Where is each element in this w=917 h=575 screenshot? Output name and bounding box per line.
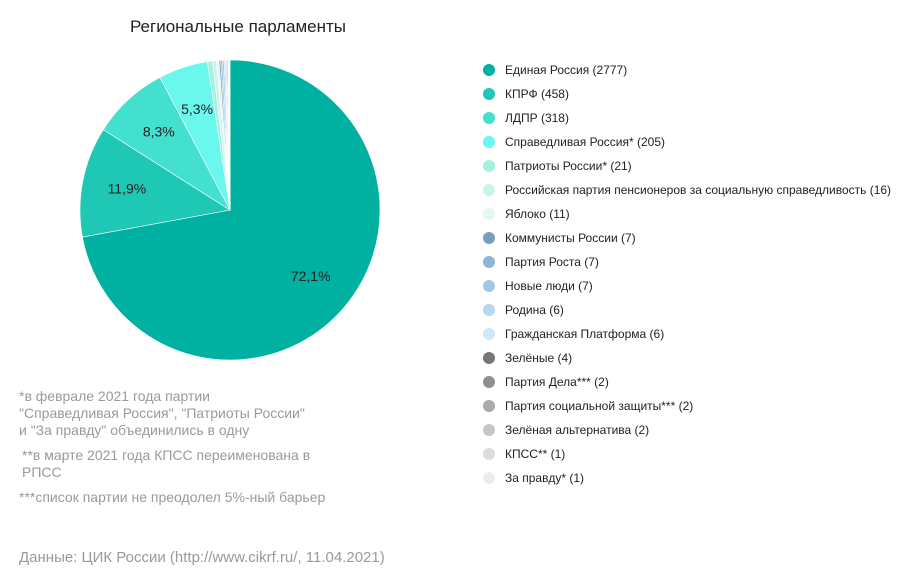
legend-swatch-10 <box>483 304 495 316</box>
legend-swatch-15 <box>483 424 495 436</box>
legend-item-15: Зелёная альтернатива (2) <box>483 418 891 442</box>
legend-swatch-11 <box>483 328 495 340</box>
legend-label-4: Патриоты России* (21) <box>505 159 632 173</box>
legend-item-11: Гражданская Платформа (6) <box>483 322 891 346</box>
legend-swatch-7 <box>483 232 495 244</box>
legend-label-9: Новые люди (7) <box>505 279 593 293</box>
legend-swatch-5 <box>483 184 495 196</box>
legend-swatch-16 <box>483 448 495 460</box>
pie-slice-label-2: 8,3% <box>143 124 175 140</box>
legend-item-10: Родина (6) <box>483 298 891 322</box>
legend-label-11: Гражданская Платформа (6) <box>505 327 665 341</box>
legend-label-2: ЛДПР (318) <box>505 111 569 125</box>
legend-swatch-1 <box>483 88 495 100</box>
legend-item-17: За правду* (1) <box>483 466 891 490</box>
footnotes: *в феврале 2021 года партии "Справедлива… <box>19 388 339 514</box>
legend-item-13: Партия Дела*** (2) <box>483 370 891 394</box>
legend-item-12: Зелёные (4) <box>483 346 891 370</box>
footnote-merger: *в феврале 2021 года партии "Справедлива… <box>19 388 305 438</box>
legend-label-17: За правду* (1) <box>505 471 585 485</box>
legend-swatch-3 <box>483 136 495 148</box>
legend-swatch-0 <box>483 64 495 76</box>
legend-label-12: Зелёные (4) <box>505 351 573 365</box>
legend-swatch-6 <box>483 208 495 220</box>
legend-label-6: Яблоко (11) <box>505 207 570 221</box>
legend-swatch-13 <box>483 376 495 388</box>
legend-item-8: Партия Роста (7) <box>483 250 891 274</box>
footnote-barrier: ***список партии не преодолел 5%-ный бар… <box>19 489 326 505</box>
footnote-kpss: **в марте 2021 года КПСС переименована в… <box>22 447 311 480</box>
pie-slice-label-1: 11,9% <box>108 181 147 197</box>
legend-label-10: Родина (6) <box>505 303 564 317</box>
pie-slice-label-0: 72,1% <box>291 268 331 284</box>
pie-slice-1 <box>79 129 231 238</box>
legend-label-16: КПСС** (1) <box>505 447 566 461</box>
legend-swatch-4 <box>483 160 495 172</box>
legend-label-0: Единая Россия (2777) <box>505 63 628 77</box>
legend-item-16: КПСС** (1) <box>483 442 891 466</box>
legend-item-3: Справедливая Россия* (205) <box>483 130 891 154</box>
legend-label-3: Справедливая Россия* (205) <box>505 135 665 149</box>
legend: Единая Россия (2777) КПРФ (458) ЛДПР (318)… <box>483 58 891 490</box>
legend-swatch-2 <box>483 112 495 124</box>
legend-item-7: Коммунисты России (7) <box>483 226 891 250</box>
legend-label-7: Коммунисты России (7) <box>505 231 636 245</box>
legend-swatch-17 <box>483 472 495 484</box>
legend-swatch-12 <box>483 352 495 364</box>
legend-swatch-8 <box>483 256 495 268</box>
legend-label-14: Партия социальной защиты*** (2) <box>505 399 694 413</box>
legend-label-13: Партия Дела*** (2) <box>505 375 609 389</box>
data-source: Данные: ЦИК России (http://www.cikrf.ru/… <box>19 549 385 566</box>
legend-item-6: Яблоко (11) <box>483 202 891 226</box>
pie-chart: 72,1% 11,9% 8,3% 5,3% <box>79 59 381 361</box>
legend-item-14: Партия социальной защиты*** (2) <box>483 394 891 418</box>
legend-swatch-14 <box>483 400 495 412</box>
legend-label-1: КПРФ (458) <box>505 87 569 101</box>
legend-item-9: Новые люди (7) <box>483 274 891 298</box>
chart-title: Региональные парламенты <box>129 17 347 36</box>
pie-slice-0 <box>82 59 381 361</box>
legend-label-8: Партия Роста (7) <box>505 255 599 269</box>
legend-label-5: Российская партия пенсионеров за социаль… <box>505 183 892 197</box>
legend-item-0: Единая Россия (2777) <box>483 58 891 82</box>
legend-item-1: КПРФ (458) <box>483 82 891 106</box>
legend-label-15: Зелёная альтернатива (2) <box>505 423 650 437</box>
pie-slice-label-3: 5,3% <box>181 101 213 117</box>
legend-swatch-9 <box>483 280 495 292</box>
legend-item-2: ЛДПР (318) <box>483 106 891 130</box>
legend-item-4: Патриоты России* (21) <box>483 154 891 178</box>
legend-item-5: Российская партия пенсионеров за социаль… <box>483 178 891 202</box>
